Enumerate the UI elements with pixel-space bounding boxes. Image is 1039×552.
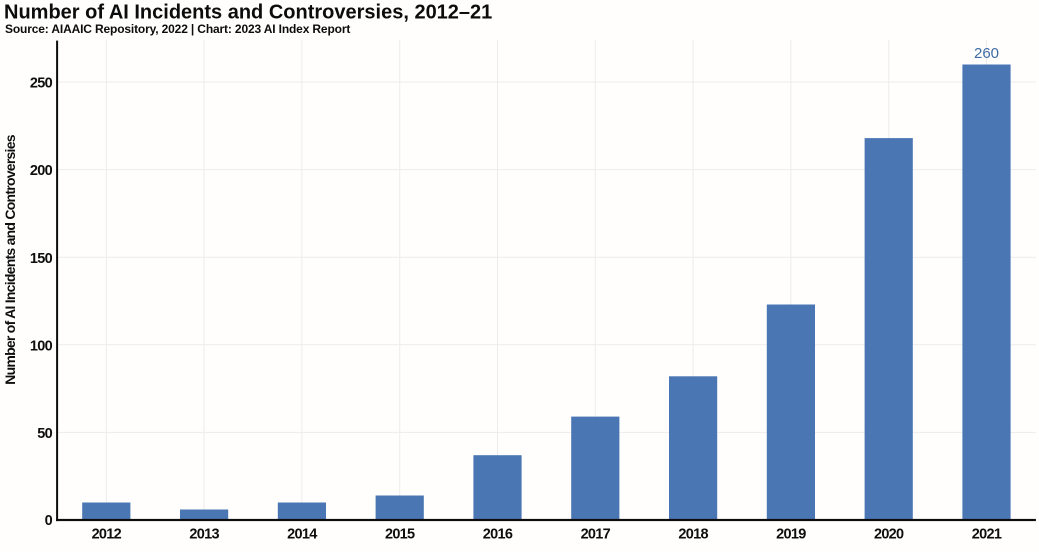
svg-text:2012: 2012 xyxy=(92,527,122,543)
svg-text:2015: 2015 xyxy=(385,527,415,543)
svg-text:2019: 2019 xyxy=(776,527,806,543)
svg-text:2017: 2017 xyxy=(581,527,611,543)
svg-text:150: 150 xyxy=(30,251,53,267)
svg-text:Number of AI Incidents and Con: Number of AI Incidents and Controversies… xyxy=(4,1,492,23)
svg-text:Number of AI Incidents and Con: Number of AI Incidents and Controversies xyxy=(2,134,18,384)
svg-text:50: 50 xyxy=(37,426,52,442)
svg-text:2020: 2020 xyxy=(874,527,904,543)
svg-text:250: 250 xyxy=(30,76,53,92)
svg-text:100: 100 xyxy=(30,338,53,354)
svg-text:2016: 2016 xyxy=(483,527,513,543)
svg-text:Source: AIAAIC Repository, 202: Source: AIAAIC Repository, 2022 | Chart:… xyxy=(5,22,350,36)
svg-text:2014: 2014 xyxy=(287,527,317,543)
svg-text:0: 0 xyxy=(45,513,53,529)
svg-text:200: 200 xyxy=(30,163,53,179)
svg-text:2021: 2021 xyxy=(972,527,1002,543)
svg-text:2013: 2013 xyxy=(189,527,219,543)
svg-text:2018: 2018 xyxy=(678,527,708,543)
svg-text:260: 260 xyxy=(974,45,999,62)
